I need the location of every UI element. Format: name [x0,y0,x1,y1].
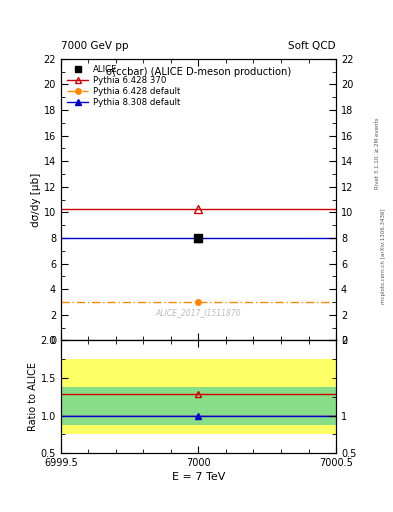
Y-axis label: Ratio to ALICE: Ratio to ALICE [28,362,38,431]
Bar [61,359,336,434]
Text: 7000 GeV pp: 7000 GeV pp [61,41,129,51]
Text: σ(ccbar) (ALICE D-meson production): σ(ccbar) (ALICE D-meson production) [106,68,291,77]
Text: mcplots.cern.ch [arXiv:1306.3436]: mcplots.cern.ch [arXiv:1306.3436] [381,208,386,304]
Legend: ALICE, Pythia 6.428 370, Pythia 6.428 default, Pythia 8.308 default: ALICE, Pythia 6.428 370, Pythia 6.428 de… [65,63,182,109]
Text: Soft QCD: Soft QCD [288,41,336,51]
Bar [61,388,336,425]
Text: Rivet 3.1.10, ≥ 2M events: Rivet 3.1.10, ≥ 2M events [375,118,380,189]
Y-axis label: dσ∕dy [μb]: dσ∕dy [μb] [31,173,41,227]
X-axis label: E = 7 TeV: E = 7 TeV [172,472,225,482]
Text: ALICE_2017_I1511870: ALICE_2017_I1511870 [156,308,241,317]
